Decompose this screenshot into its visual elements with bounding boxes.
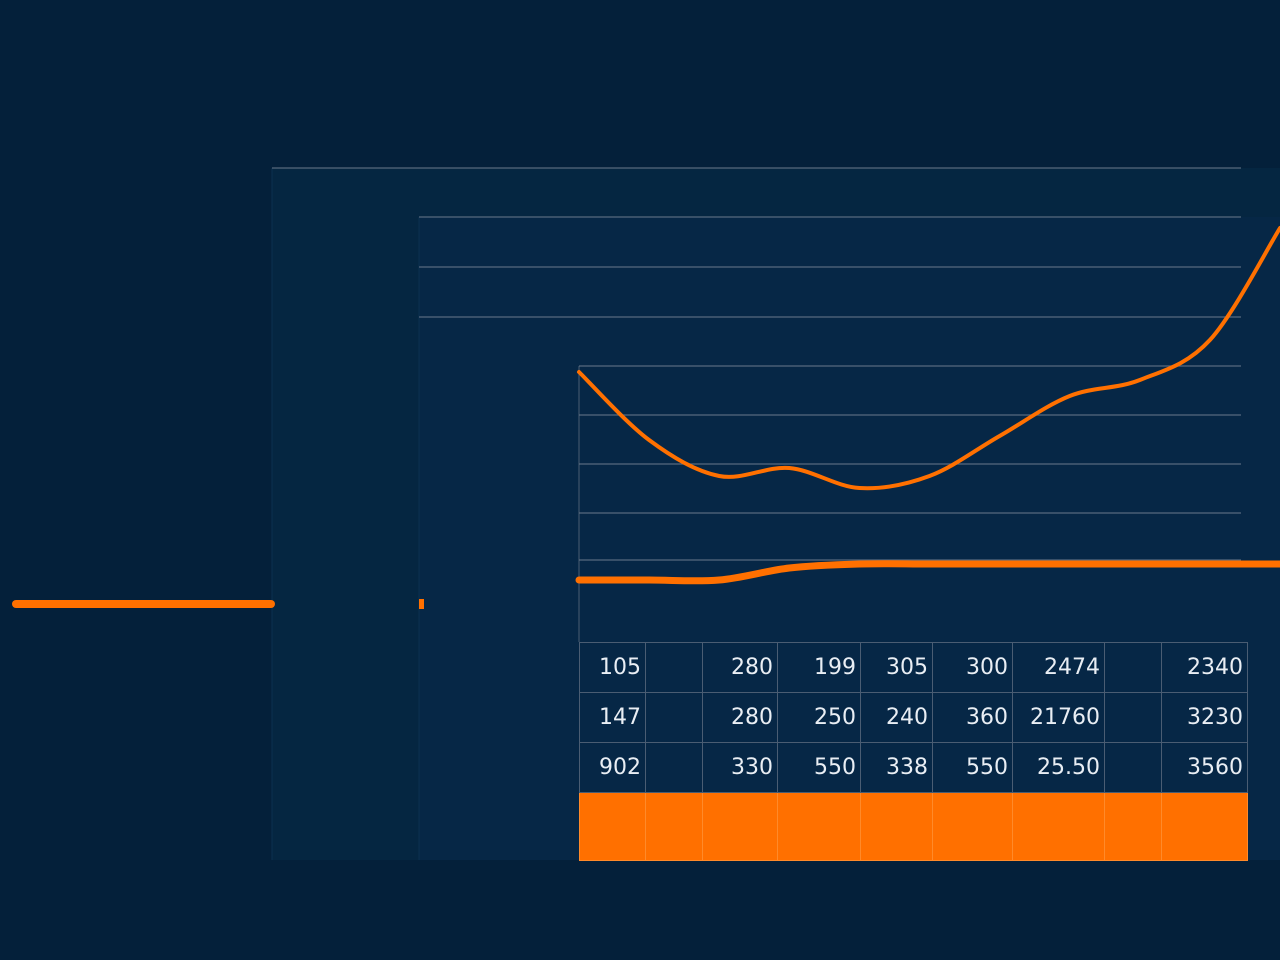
highlight-cell — [579, 792, 646, 861]
highlight-bar-row — [579, 792, 1248, 861]
highlight-cell — [777, 792, 861, 861]
table-cell: 199 — [777, 642, 861, 693]
table-cell: 280 — [702, 692, 778, 743]
table-cell: 3560 — [1161, 742, 1248, 793]
table-cell: 240 — [860, 692, 933, 743]
series-line-1 — [577, 226, 1280, 491]
table-cell: 250 — [777, 692, 861, 743]
table-cell: 25.50 — [1012, 742, 1105, 793]
table-cell: 3230 — [1161, 692, 1248, 743]
table-cell: 2340 — [1161, 642, 1248, 693]
table-row: 147 280 250 240 360 21760 3230 — [579, 692, 1248, 743]
table-cell: 902 — [579, 742, 646, 793]
table-cell — [645, 742, 703, 793]
highlight-cell — [860, 792, 933, 861]
highlight-cell — [702, 792, 778, 861]
table-cell — [1104, 642, 1162, 693]
highlight-cell — [932, 792, 1013, 861]
table-cell: 280 — [702, 642, 778, 693]
table-cell — [1104, 692, 1162, 743]
table-cell: 147 — [579, 692, 646, 743]
highlight-cell — [1012, 792, 1105, 861]
left-line-marker — [419, 599, 424, 609]
table-cell: 330 — [702, 742, 778, 793]
table-cell — [645, 642, 703, 693]
highlight-cell — [645, 792, 703, 861]
table-cell: 2474 — [1012, 642, 1105, 693]
table-cell — [645, 692, 703, 743]
table-cell — [1104, 742, 1162, 793]
table-cell: 360 — [932, 692, 1013, 743]
table-cell: 105 — [579, 642, 646, 693]
highlight-cell — [1161, 792, 1248, 861]
table-row: 902 330 550 338 550 25.50 3560 — [579, 742, 1248, 793]
data-table: 105 280 199 305 300 2474 2340 147 280 25… — [579, 642, 1248, 861]
table-cell: 305 — [860, 642, 933, 693]
table-cell: 338 — [860, 742, 933, 793]
series-line-2 — [575, 560, 1280, 585]
table-cell: 550 — [932, 742, 1013, 793]
table-cell: 550 — [777, 742, 861, 793]
table-cell: 300 — [932, 642, 1013, 693]
table-row: 105 280 199 305 300 2474 2340 — [579, 642, 1248, 693]
table-cell: 21760 — [1012, 692, 1105, 743]
highlight-cell — [1104, 792, 1162, 861]
